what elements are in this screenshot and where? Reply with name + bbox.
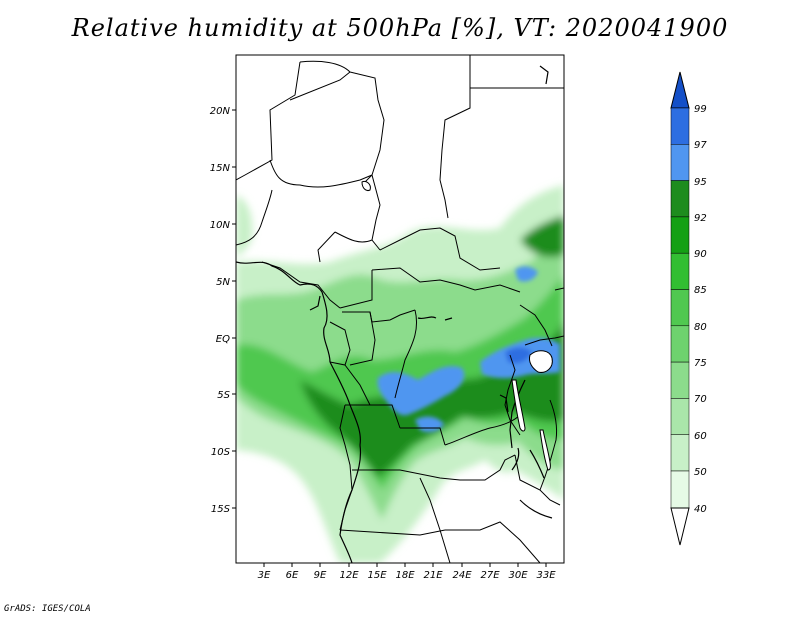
colorbar-top-arrow (670, 71, 690, 109)
colorbar-label-99: 99 (694, 104, 707, 115)
colorbar-bin-60-70 (670, 398, 690, 435)
grads-credit: GrADS: IGES/COLA (4, 604, 91, 614)
colorbar-bin-40-50 (670, 470, 690, 509)
colorbar-bin-50-60 (670, 434, 690, 472)
lake-victoria (529, 350, 553, 373)
lat-label-5s: 5S (217, 390, 230, 401)
humidity-zone-95-northeast (520, 215, 564, 258)
map-title: Relative humidity at 500hPa [%], VT: 202… (71, 14, 729, 42)
colorbar-labels: 99 97 95 92 90 85 80 75 70 60 50 40 (694, 104, 707, 515)
colorbar-label-90: 90 (694, 249, 707, 260)
humidity-field (236, 185, 564, 563)
lat-label-10s: 10S (211, 447, 231, 458)
lat-label-eq: EQ (216, 334, 230, 345)
humidity-zone-97-northeast (515, 266, 538, 282)
lon-label-27e: 27E (480, 570, 500, 581)
lon-label-24e: 24E (452, 570, 472, 581)
colorbar-label-60: 60 (694, 431, 707, 442)
lon-label-3e: 3E (258, 570, 271, 581)
lon-label-6e: 6E (286, 570, 299, 581)
longitude-axis: 3E 6E 9E 12E 15E 18E 21E 24E 27E 30E 33E (258, 563, 556, 581)
colorbar-label-70: 70 (694, 394, 707, 405)
map-frame (235, 54, 565, 564)
lon-label-33e: 33E (536, 570, 556, 581)
colorbar-label-40: 40 (694, 504, 707, 515)
lake-malawi (539, 429, 551, 471)
colorbar-label-97: 97 (694, 140, 707, 151)
lat-label-15n: 15N (210, 163, 231, 174)
colorbar-label-85: 85 (694, 285, 707, 296)
lon-label-15e: 15E (367, 570, 387, 581)
colorbar-label-75: 75 (694, 358, 707, 369)
lake-tanganyika (511, 379, 526, 432)
lat-label-20n: 20N (210, 106, 231, 117)
humidity-zone-97-central (377, 366, 465, 416)
lon-label-30e: 30E (508, 570, 528, 581)
lake-chad (361, 181, 371, 191)
colorbar-label-80: 80 (694, 322, 707, 333)
latitude-axis: 20N 15N 10N 5N EQ 5S 10S 15S (210, 106, 236, 515)
colorbar-bin-97-99 (670, 107, 690, 145)
colorbar-bin-95-97 (670, 144, 690, 181)
lat-label-15s: 15S (211, 504, 231, 515)
colorbar-bin-75-80 (670, 325, 690, 363)
colorbar-bin-90-92 (670, 216, 690, 254)
colorbar-label-95: 95 (694, 177, 707, 188)
humidity-zone-50-west (236, 195, 253, 258)
lat-label-5n: 5N (216, 277, 230, 288)
lon-label-9e: 9E (314, 570, 327, 581)
colorbar-bin-85-90 (670, 252, 690, 290)
lat-label-10n: 10N (210, 220, 231, 231)
lon-label-18e: 18E (395, 570, 415, 581)
lon-label-12e: 12E (339, 570, 359, 581)
colorbar-bottom-arrow (670, 507, 690, 546)
colorbar-label-50: 50 (694, 467, 707, 478)
colorbar: 99 97 95 92 90 85 80 75 70 60 50 40 (670, 71, 707, 546)
lon-label-21e: 21E (423, 570, 443, 581)
map-panel: 20N 15N 10N 5N EQ 5S 10S 15S 3E 6E 9E 12… (210, 54, 565, 581)
lakes (361, 181, 553, 471)
colorbar-bin-70-75 (670, 361, 690, 399)
colorbar-label-92: 92 (694, 213, 707, 224)
colorbar-bin-92-95 (670, 180, 690, 218)
colorbar-bin-80-85 (670, 289, 690, 327)
